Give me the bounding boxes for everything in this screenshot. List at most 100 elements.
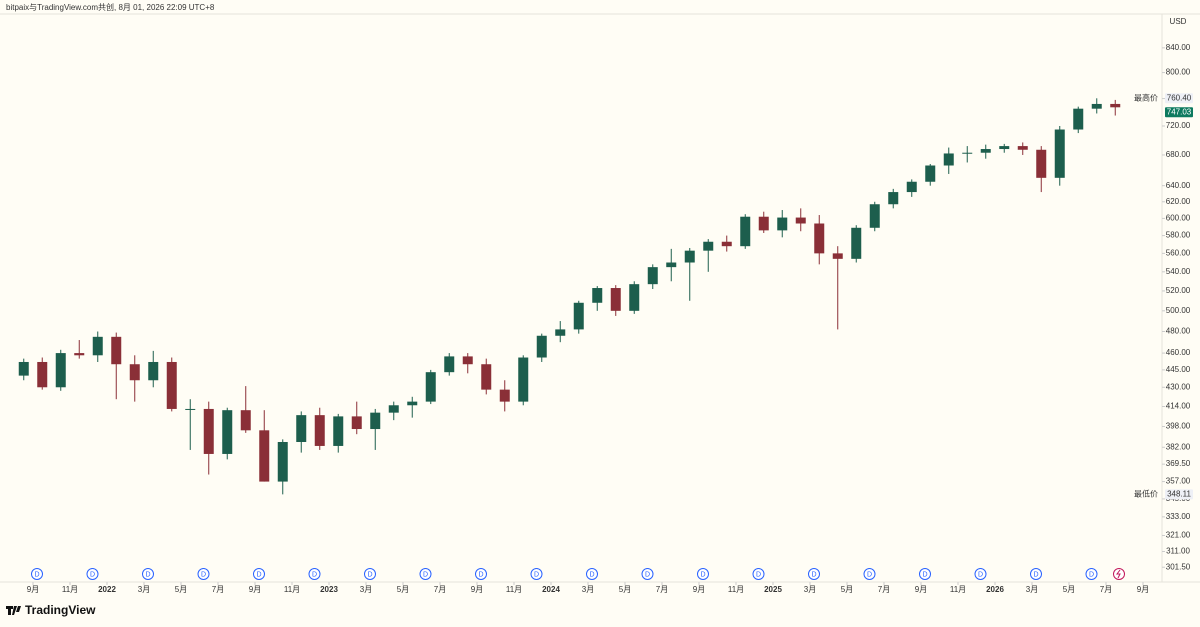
- y-tick-label: 430.00: [1166, 382, 1191, 391]
- low-value: 348.11: [1167, 489, 1191, 498]
- y-tick-label: 720.00: [1166, 121, 1191, 130]
- event-marker: [1030, 568, 1042, 580]
- y-tick-label: 414.00: [1166, 402, 1191, 411]
- y-tick-label: 333.00: [1166, 512, 1191, 521]
- logo-text: TradingView: [25, 603, 96, 617]
- candle-body: [203, 408, 214, 454]
- event-label: D: [256, 571, 261, 578]
- x-tick-label: 2025: [764, 585, 782, 594]
- event-label: D: [1033, 571, 1038, 578]
- candle-body: [314, 415, 325, 446]
- currency: USD: [1170, 17, 1187, 26]
- candle-body: [166, 361, 177, 409]
- event-label: D: [867, 571, 872, 578]
- event-label: D: [534, 571, 539, 578]
- x-tick-label: 11月: [950, 585, 966, 594]
- logo-icon: [6, 606, 21, 615]
- candle-body: [425, 372, 436, 402]
- candle-body: [129, 364, 140, 381]
- x-tick-label: 7月: [434, 585, 446, 594]
- candle-body: [296, 415, 307, 442]
- event-label: D: [922, 571, 927, 578]
- x-tick-label: 11月: [284, 585, 300, 594]
- x-tick-label: 2022: [98, 585, 116, 594]
- x-tick-label: 5月: [397, 585, 409, 594]
- y-tick-label: 480.00: [1166, 327, 1191, 336]
- event-label: D: [34, 571, 39, 578]
- event-marker: [308, 568, 321, 580]
- event-label: D: [645, 571, 650, 578]
- candle-body: [888, 192, 899, 205]
- event-marker: [697, 568, 709, 580]
- candle-body: [1017, 146, 1028, 150]
- y-tick-label: 369.50: [1166, 459, 1191, 468]
- x-tick-label: 5月: [841, 585, 853, 594]
- plot: [18, 98, 1121, 495]
- event-marker: [586, 568, 598, 580]
- candle-body: [703, 241, 714, 251]
- candle-body: [980, 149, 991, 153]
- x-tick-label: 3月: [360, 585, 372, 594]
- event-label: D: [145, 571, 150, 578]
- candle-body: [277, 441, 288, 482]
- high-value: 760.40: [1167, 93, 1192, 102]
- event-marker: [863, 568, 876, 580]
- candle-body: [18, 361, 29, 376]
- candle-body: [333, 416, 344, 446]
- candle-body: [462, 356, 473, 365]
- candle-body: [37, 361, 48, 388]
- candle-body: [222, 410, 233, 454]
- candle-body: [148, 361, 159, 381]
- y-tick-label: 357.00: [1166, 477, 1191, 486]
- candle-body: [573, 302, 584, 330]
- candle-body: [499, 389, 510, 402]
- candle-body: [240, 410, 251, 431]
- candle-body: [1091, 103, 1102, 109]
- x-tick-label: 9月: [27, 585, 39, 594]
- x-tick-label: 3月: [1026, 585, 1038, 594]
- y-tick-label: 540.00: [1166, 267, 1191, 276]
- x-tick-label: 3月: [582, 585, 594, 594]
- candle-body: [185, 408, 196, 410]
- x-tick-label: 5月: [175, 585, 187, 594]
- x-tick-label: 9月: [471, 585, 483, 594]
- event-marker: [364, 568, 376, 580]
- candle-body: [111, 336, 122, 365]
- candle-body: [777, 217, 788, 231]
- y-tick-label: 800.00: [1166, 68, 1191, 77]
- x-tick-label: 9月: [915, 585, 927, 594]
- x-tick-label: 5月: [619, 585, 631, 594]
- event-marker: [31, 568, 43, 580]
- x-tick-label: 11月: [728, 585, 744, 594]
- candle-body: [629, 284, 640, 311]
- event-label: D: [423, 571, 428, 578]
- event-marker: [197, 568, 210, 580]
- y-tick-label: 560.00: [1166, 248, 1191, 257]
- low-badge: [1165, 489, 1193, 500]
- y-tick-label: 398.00: [1166, 422, 1191, 431]
- candle-body: [1073, 108, 1084, 130]
- candle-body: [666, 262, 677, 268]
- candle-body: [869, 204, 880, 228]
- candle-body: [55, 353, 66, 388]
- y-tick-label: 460.00: [1166, 348, 1191, 357]
- event-marker: [808, 568, 820, 580]
- candle-body: [259, 430, 270, 482]
- candle-body: [518, 357, 529, 402]
- header-title: bitpaix与TradingView.com共创, 8月 01, 2026 2…: [6, 2, 215, 12]
- candle-body: [351, 416, 362, 430]
- candle-body: [370, 412, 381, 430]
- event-label: D: [90, 571, 95, 578]
- y-tick-label: 311.00: [1166, 547, 1190, 556]
- event-marker: [475, 568, 487, 580]
- event-marker: [530, 568, 543, 580]
- earnings-icon: [1116, 569, 1121, 579]
- x-tick-label: 7月: [212, 585, 224, 594]
- event-label: D: [1089, 571, 1094, 578]
- event-label: D: [201, 571, 206, 578]
- candle-body: [1054, 129, 1065, 178]
- x-tick-label: 9月: [1137, 585, 1149, 594]
- y-tick-label: 640.00: [1166, 181, 1191, 190]
- last-price-badge: [1165, 107, 1193, 118]
- y-tick-label: 520.00: [1166, 286, 1191, 295]
